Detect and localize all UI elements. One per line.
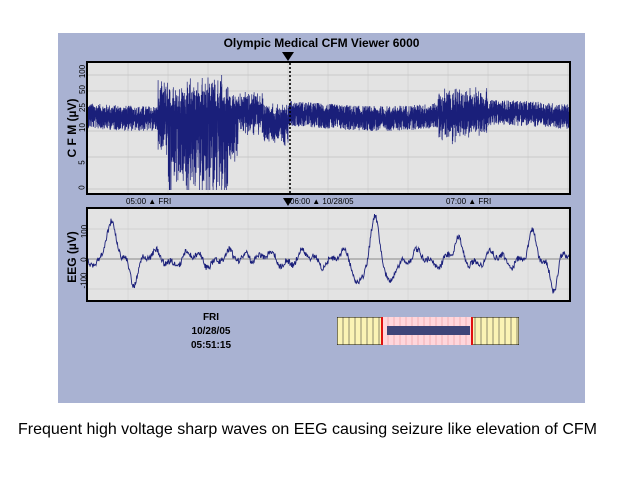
cursor-date: 10/28/05 bbox=[191, 326, 231, 337]
cursor-marker-top[interactable] bbox=[282, 52, 294, 62]
cfm-y-axis-label: C F M (µV) bbox=[65, 98, 79, 158]
cfm-trace-panel bbox=[86, 61, 571, 195]
time-tick-0600: 06:00 ▲ 10/28/05 bbox=[290, 197, 354, 206]
cursor-time-readout: FRI 10/28/05 05:51:15 bbox=[176, 311, 246, 353]
timeline-scrollbar[interactable] bbox=[337, 317, 519, 345]
cfm-trace bbox=[88, 74, 569, 191]
time-tick-0700: 07:00 ▲ FRI bbox=[446, 197, 492, 206]
time-tick-0500: 05:00 ▲ FRI bbox=[126, 197, 172, 206]
eeg-y-axis-label: EEG (µV) bbox=[65, 231, 79, 283]
scrollbar-thumb[interactable] bbox=[387, 326, 470, 335]
cfm-viewer-window: Olympic Medical CFM Viewer 6000 C F M (µ… bbox=[58, 33, 585, 403]
eeg-trace bbox=[88, 214, 569, 294]
cursor-marker-bottom[interactable] bbox=[283, 198, 293, 207]
eeg-trace-plot bbox=[88, 209, 569, 300]
window-title: Olympic Medical CFM Viewer 6000 bbox=[223, 36, 420, 50]
eeg-trace-panel bbox=[86, 207, 571, 302]
eeg-grid bbox=[88, 209, 569, 300]
cursor-time: 05:51:15 bbox=[190, 340, 232, 351]
cursor-day: FRI bbox=[202, 312, 220, 323]
cfm-trace-plot bbox=[88, 63, 569, 193]
slide-caption: Frequent high voltage sharp waves on EEG… bbox=[18, 421, 597, 438]
